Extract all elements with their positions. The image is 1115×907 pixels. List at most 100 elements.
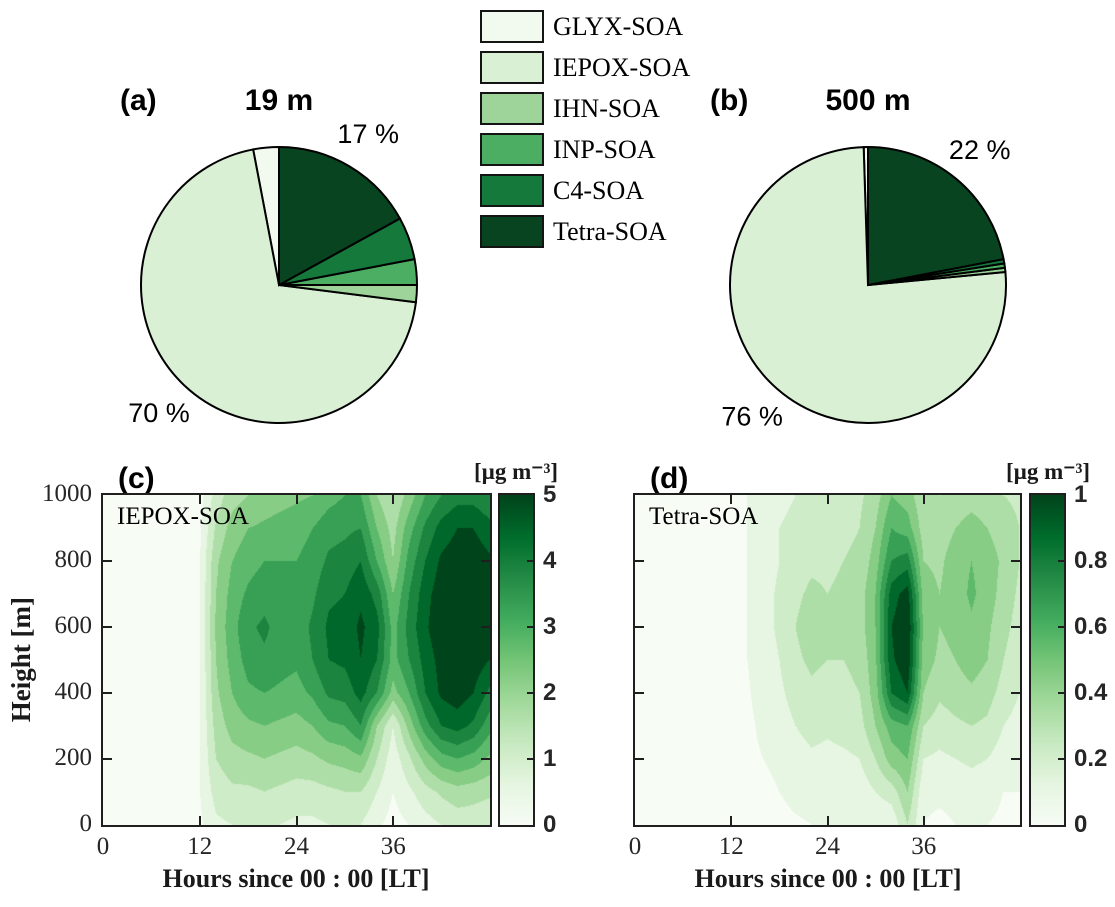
contour-c-series-label: IEPOX-SOA [117, 503, 249, 530]
colorbar-tick-label: 5 [543, 481, 557, 508]
colorbar-tick-label: 1 [1074, 481, 1088, 508]
contour-panel-d [633, 493, 1022, 827]
legend-item-glyx-soa: GLYX-SOA [480, 10, 690, 43]
legend-label: IHN-SOA [553, 94, 660, 123]
y-tick-label: 0 [79, 810, 93, 837]
y-tick-mark [1011, 692, 1020, 694]
legend-label: Tetra-SOA [553, 217, 667, 246]
colorbar-tick-label: 0.8 [1074, 547, 1108, 574]
colorbar-tick-mark [527, 626, 533, 628]
x-tick-mark [198, 495, 201, 504]
pie-chart-19m: 70 % 17 % [128, 119, 419, 428]
y-tick-mark [635, 626, 644, 628]
pie-percent-label: 17 % [337, 119, 399, 149]
panel-label-c: (c) [118, 462, 155, 495]
x-tick-label: 36 [911, 833, 937, 860]
legend-label: INP-SOA [553, 135, 656, 164]
y-tick-mark [635, 560, 644, 562]
legend-item-c4-soa: C4-SOA [480, 174, 690, 207]
x-tick-mark [392, 816, 395, 825]
pie-slice-tetra-soa [278, 145, 402, 287]
x-tick-mark [922, 816, 925, 825]
pie-chart-500m: 76 % 22 % [721, 135, 1011, 432]
contour-d-series-label: Tetra-SOA [649, 503, 759, 530]
colorbar-gradient-c [500, 495, 533, 825]
y-tick-mark [481, 692, 490, 694]
colorbar-tick-label: 0.2 [1074, 745, 1108, 772]
y-tick-mark [1011, 560, 1020, 562]
colorbar-tick-label: 0.4 [1074, 679, 1108, 706]
x-tick-mark [295, 816, 298, 825]
colorbar-tick-mark [527, 758, 533, 760]
legend-swatch [480, 10, 544, 43]
x-tick-label: 24 [815, 833, 840, 860]
legend-swatch [480, 174, 544, 207]
pie-percent-label: 76 % [721, 402, 783, 432]
pie-b-title: 500 m [825, 84, 911, 117]
y-tick-mark [481, 758, 490, 760]
colorbar-tick-label: 0 [543, 811, 557, 838]
x-tick-label: 12 [718, 833, 744, 860]
legend-swatch [480, 215, 544, 248]
legend-swatch [480, 133, 544, 166]
y-tick-label: 1000 [42, 480, 92, 507]
colorbar-title-d: [µg m⁻³] [1005, 459, 1090, 484]
y-tick-mark [103, 692, 112, 694]
y-tick-mark [481, 560, 490, 562]
colorbar-tick-label: 0 [1074, 811, 1088, 838]
legend-swatch [480, 92, 544, 125]
colorbar-d [1029, 493, 1066, 827]
colorbar-title-c: [µg m⁻³] [473, 459, 558, 484]
contour-panel-c [101, 493, 492, 827]
pie-percent-label: 22 % [949, 135, 1011, 165]
legend-label: IEPOX-SOA [553, 53, 691, 82]
legend-label: GLYX-SOA [553, 12, 684, 41]
colorbar-tick-label: 1 [543, 745, 557, 772]
y-tick-mark [103, 560, 112, 562]
y-tick-label: 400 [54, 678, 93, 705]
colorbar-tick-mark [1058, 758, 1064, 760]
x-tick-mark [826, 495, 829, 504]
x-tick-label: 36 [380, 833, 406, 860]
x-axis-label-c: Hours since 00 : 00 [LT] [162, 864, 430, 893]
colorbar-c [498, 493, 535, 827]
panel-label-b: (b) [710, 84, 749, 117]
x-tick-mark [295, 495, 298, 504]
y-tick-mark [635, 692, 644, 694]
legend-item-ihn-soa: IHN-SOA [480, 92, 690, 125]
legend-label: C4-SOA [553, 176, 645, 205]
panel-label-a: (a) [120, 84, 157, 117]
x-tick-label: 0 [96, 833, 110, 860]
pie-percent-label: 70 % [128, 398, 190, 428]
y-axis-label-c: Height [m] [5, 597, 36, 723]
x-tick-mark [198, 816, 201, 825]
y-tick-label: 200 [54, 744, 93, 771]
y-tick-mark [481, 626, 490, 628]
y-tick-mark [1011, 626, 1020, 628]
colorbar-tick-mark [1058, 626, 1064, 628]
colorbar-gradient-d [1031, 495, 1064, 825]
y-tick-mark [1011, 758, 1020, 760]
y-tick-mark [635, 758, 644, 760]
pie-slice-tetra-soa [867, 145, 1005, 287]
x-tick-mark [730, 495, 733, 504]
x-axis-label-d: Hours since 00 : 00 [LT] [694, 864, 962, 893]
x-tick-label: 12 [187, 833, 213, 860]
pie-a-title: 19 m [244, 84, 314, 117]
contour-plot-iepox-soa [103, 495, 490, 825]
legend-item-iepox-soa: IEPOX-SOA [480, 51, 690, 84]
x-tick-mark [922, 495, 925, 504]
x-tick-mark [392, 495, 395, 504]
x-tick-label: 0 [628, 833, 642, 860]
legend-item-inp-soa: INP-SOA [480, 133, 690, 166]
y-tick-label: 600 [54, 612, 93, 639]
x-tick-label: 24 [284, 833, 309, 860]
y-tick-label: 800 [54, 546, 93, 573]
colorbar-tick-label: 2 [543, 679, 557, 706]
pie-legend: GLYX-SOA IEPOX-SOA IHN-SOA INP-SOA C4-SOA Tet… [480, 10, 690, 248]
legend-swatch [480, 51, 544, 84]
colorbar-tick-label: 3 [543, 613, 557, 640]
colorbar-tick-label: 4 [543, 547, 557, 574]
colorbar-tick-label: 0.6 [1074, 613, 1108, 640]
